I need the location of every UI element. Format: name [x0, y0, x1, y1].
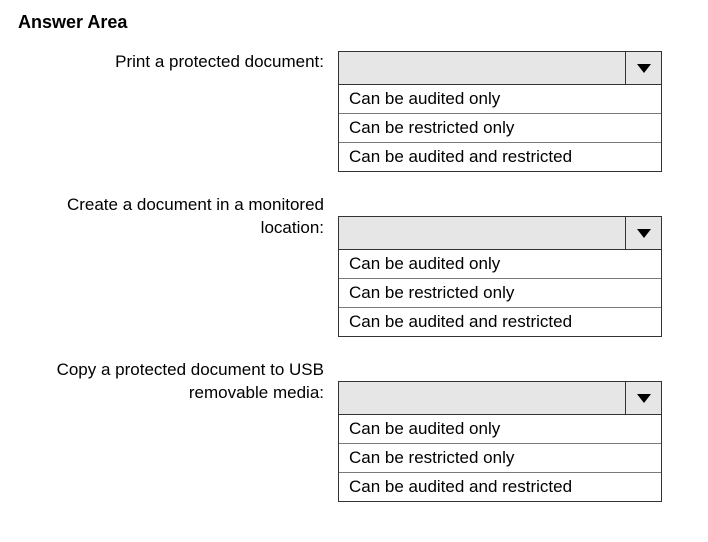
- row-1-option-3[interactable]: Can be audited and restricted: [339, 143, 661, 171]
- row-1-dropdown-value: [339, 52, 625, 84]
- row-2-options: Can be audited only Can be restricted on…: [338, 250, 662, 337]
- row-3-options: Can be audited only Can be restricted on…: [338, 415, 662, 502]
- row-1-dropdown[interactable]: [338, 51, 662, 85]
- row-1-controls: Can be audited only Can be restricted on…: [338, 51, 662, 172]
- answer-row-2: Create a document in a monitored locatio…: [18, 194, 690, 337]
- row-3-dropdown-value: [339, 382, 625, 414]
- row-2-label: Create a document in a monitored locatio…: [18, 194, 338, 240]
- row-2-option-1[interactable]: Can be audited only: [339, 250, 661, 279]
- answer-row-1: Print a protected document: Can be audit…: [18, 51, 690, 172]
- row-3-option-3[interactable]: Can be audited and restricted: [339, 473, 661, 501]
- row-1-label: Print a protected document:: [18, 51, 338, 74]
- row-3-dropdown[interactable]: [338, 381, 662, 415]
- chevron-down-icon: [625, 382, 661, 414]
- row-3-option-2[interactable]: Can be restricted only: [339, 444, 661, 473]
- row-2-controls: Can be audited only Can be restricted on…: [338, 194, 662, 337]
- row-3-label: Copy a protected document to USB removab…: [18, 359, 338, 405]
- chevron-down-icon: [625, 52, 661, 84]
- page-title: Answer Area: [18, 12, 690, 33]
- row-1-option-1[interactable]: Can be audited only: [339, 85, 661, 114]
- row-2-dropdown-value: [339, 217, 625, 249]
- row-3-option-1[interactable]: Can be audited only: [339, 415, 661, 444]
- row-2-option-3[interactable]: Can be audited and restricted: [339, 308, 661, 336]
- row-1-option-2[interactable]: Can be restricted only: [339, 114, 661, 143]
- row-2-dropdown[interactable]: [338, 216, 662, 250]
- answer-row-3: Copy a protected document to USB removab…: [18, 359, 690, 502]
- row-2-option-2[interactable]: Can be restricted only: [339, 279, 661, 308]
- chevron-down-icon: [625, 217, 661, 249]
- row-3-controls: Can be audited only Can be restricted on…: [338, 359, 662, 502]
- row-1-options: Can be audited only Can be restricted on…: [338, 85, 662, 172]
